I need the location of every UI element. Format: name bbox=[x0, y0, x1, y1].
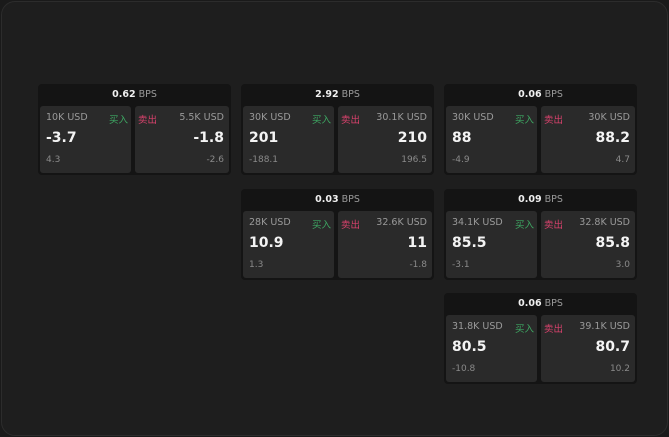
bid-price: 10.9 bbox=[249, 235, 284, 251]
sell-label[interactable]: 卖出 bbox=[341, 115, 361, 126]
ask-change: 196.5 bbox=[401, 155, 427, 165]
ask-price: 88.2 bbox=[595, 130, 630, 146]
bid-size: 10K USD bbox=[46, 112, 88, 123]
spread-header: 0.06 BPS bbox=[444, 84, 637, 105]
spread-unit: BPS bbox=[341, 89, 360, 100]
ask-change: 3.0 bbox=[615, 260, 630, 270]
ask-price: 210 bbox=[397, 130, 427, 146]
spread-value: 2.92 bbox=[315, 89, 339, 100]
spread-header: 0.06 BPS bbox=[444, 293, 637, 314]
spread-header: 0.03 BPS bbox=[241, 189, 434, 210]
bid-size: 34.1K USD bbox=[452, 217, 503, 228]
buy-label[interactable]: 买入 bbox=[311, 115, 331, 126]
bid-change: -10.8 bbox=[452, 364, 476, 374]
spread-unit: BPS bbox=[138, 89, 157, 100]
spread-unit: BPS bbox=[341, 194, 360, 205]
quote-card: 2.92 BPS 30K USD 买入 201 -188.1 卖出 30.1K … bbox=[241, 84, 434, 175]
buy-label[interactable]: 买入 bbox=[514, 324, 534, 335]
spread-header: 0.09 BPS bbox=[444, 189, 637, 210]
ask-change: 10.2 bbox=[609, 364, 630, 374]
ask-price: 11 bbox=[407, 235, 427, 251]
ask-size: 30.1K USD bbox=[376, 112, 427, 123]
sell-label[interactable]: 卖出 bbox=[544, 324, 564, 335]
spread-unit: BPS bbox=[544, 89, 563, 100]
quote-card: 0.62 BPS 10K USD 买入 -3.7 4.3 卖出 5.5K USD… bbox=[38, 84, 231, 175]
ask-price: 85.8 bbox=[595, 235, 630, 251]
buy-box[interactable]: 30K USD 买入 201 -188.1 bbox=[243, 106, 334, 173]
quote-card: 0.06 BPS 30K USD 买入 88 -4.9 卖出 30K USD 8… bbox=[444, 84, 637, 175]
ask-size: 39.1K USD bbox=[579, 321, 630, 332]
bid-size: 31.8K USD bbox=[452, 321, 503, 332]
ask-size: 5.5K USD bbox=[179, 112, 224, 123]
ask-size: 32.6K USD bbox=[376, 217, 427, 228]
bid-price: 80.5 bbox=[452, 339, 487, 355]
bid-size: 30K USD bbox=[452, 112, 494, 123]
quote-card: 0.03 BPS 28K USD 买入 10.9 1.3 卖出 32.6K US… bbox=[241, 189, 434, 280]
sell-box[interactable]: 卖出 30K USD 88.2 4.7 bbox=[541, 106, 635, 173]
ask-size: 30K USD bbox=[588, 112, 630, 123]
ask-change: -2.6 bbox=[206, 155, 224, 165]
sell-label[interactable]: 卖出 bbox=[544, 220, 564, 231]
buy-label[interactable]: 买入 bbox=[108, 115, 128, 126]
buy-label[interactable]: 买入 bbox=[311, 220, 331, 231]
spread-value: 0.03 bbox=[315, 194, 339, 205]
spread-header: 0.62 BPS bbox=[38, 84, 231, 105]
sell-label[interactable]: 卖出 bbox=[544, 115, 564, 126]
spread-unit: BPS bbox=[544, 194, 563, 205]
buy-box[interactable]: 30K USD 买入 88 -4.9 bbox=[446, 106, 537, 173]
spread-value: 0.09 bbox=[518, 194, 542, 205]
ask-change: 4.7 bbox=[615, 155, 630, 165]
sell-box[interactable]: 卖出 30.1K USD 210 196.5 bbox=[338, 106, 432, 173]
buy-box[interactable]: 31.8K USD 买入 80.5 -10.8 bbox=[446, 315, 537, 382]
quote-card: 0.09 BPS 34.1K USD 买入 85.5 -3.1 卖出 32.8K… bbox=[444, 189, 637, 280]
sell-label[interactable]: 卖出 bbox=[341, 220, 361, 231]
bid-price: 85.5 bbox=[452, 235, 487, 251]
buy-box[interactable]: 28K USD 买入 10.9 1.3 bbox=[243, 211, 334, 278]
buy-box[interactable]: 10K USD 买入 -3.7 4.3 bbox=[40, 106, 131, 173]
ask-change: -1.8 bbox=[409, 260, 427, 270]
sell-label[interactable]: 卖出 bbox=[138, 115, 158, 126]
ask-size: 32.8K USD bbox=[579, 217, 630, 228]
bid-change: -188.1 bbox=[249, 155, 279, 165]
buy-label[interactable]: 买入 bbox=[514, 115, 534, 126]
bid-price: 88 bbox=[452, 130, 472, 146]
buy-box[interactable]: 34.1K USD 买入 85.5 -3.1 bbox=[446, 211, 537, 278]
spread-header: 2.92 BPS bbox=[241, 84, 434, 105]
spread-value: 0.06 bbox=[518, 89, 542, 100]
spread-value: 0.62 bbox=[112, 89, 136, 100]
bid-change: -4.9 bbox=[452, 155, 470, 165]
quote-card: 0.06 BPS 31.8K USD 买入 80.5 -10.8 卖出 39.1… bbox=[444, 293, 637, 384]
sell-box[interactable]: 卖出 5.5K USD -1.8 -2.6 bbox=[135, 106, 229, 173]
spread-unit: BPS bbox=[544, 298, 563, 309]
spread-value: 0.06 bbox=[518, 298, 542, 309]
bid-change: -3.1 bbox=[452, 260, 470, 270]
bid-price: -3.7 bbox=[46, 130, 77, 146]
sell-box[interactable]: 卖出 39.1K USD 80.7 10.2 bbox=[541, 315, 635, 382]
buy-label[interactable]: 买入 bbox=[514, 220, 534, 231]
bid-change: 1.3 bbox=[249, 260, 264, 270]
bid-change: 4.3 bbox=[46, 155, 61, 165]
ask-price: -1.8 bbox=[193, 130, 224, 146]
bid-size: 28K USD bbox=[249, 217, 291, 228]
ask-price: 80.7 bbox=[595, 339, 630, 355]
sell-box[interactable]: 卖出 32.6K USD 11 -1.8 bbox=[338, 211, 432, 278]
sell-box[interactable]: 卖出 32.8K USD 85.8 3.0 bbox=[541, 211, 635, 278]
bid-price: 201 bbox=[249, 130, 279, 146]
bid-size: 30K USD bbox=[249, 112, 291, 123]
